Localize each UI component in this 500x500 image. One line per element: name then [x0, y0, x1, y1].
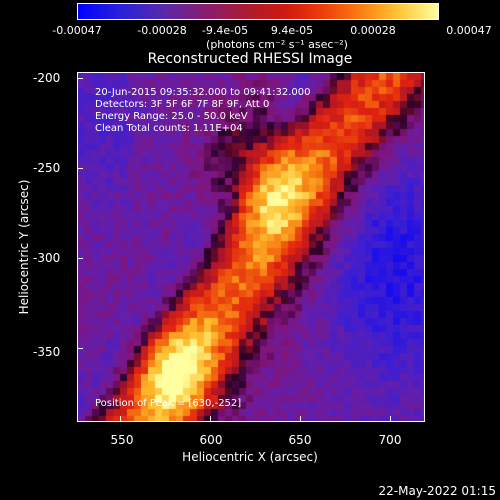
x-tick-label: 700 — [378, 433, 402, 447]
y-tick-label: -300 — [33, 251, 61, 265]
y-tick-label: -350 — [33, 345, 61, 359]
y-tick-label: -250 — [33, 161, 61, 175]
y-tick-label: -200 — [33, 71, 61, 85]
y-tick-mark — [77, 258, 83, 259]
time-range: 20-Jun-2015 09:35:32.000 to 09:41:32.000 — [95, 87, 311, 98]
detectors: Detectors: 3F 5F 6F 7F 8F 9F, Att 0 — [95, 99, 270, 110]
x-tick-mark — [300, 416, 301, 422]
y-tick-mark — [77, 348, 83, 349]
colorbar-tick: -0.00028 — [137, 24, 187, 37]
energy-range: Energy Range: 25.0 - 50.0 keV — [95, 111, 248, 122]
x-axis-label: Heliocentric X (arcsec) — [182, 450, 318, 464]
x-tick-mark — [210, 416, 211, 422]
colorbar — [77, 3, 439, 20]
colorbar-tick: 0.00028 — [350, 24, 396, 37]
image-plot — [77, 72, 425, 422]
colorbar-units: (photons cm⁻² s⁻¹ asec⁻²) — [206, 38, 348, 51]
y-tick-mark — [77, 78, 83, 79]
timestamp: 22-May-2022 01:15 — [378, 484, 496, 498]
plot-title: Reconstructed RHESSI Image — [147, 51, 353, 67]
colorbar-tick: 0.00047 — [446, 24, 492, 37]
x-tick-label: 550 — [110, 433, 134, 447]
clean-counts: Clean Total counts: 1.11E+04 — [95, 123, 243, 134]
y-tick-mark — [77, 168, 83, 169]
y-axis-label: Heliocentric Y (arcsec) — [17, 179, 31, 315]
x-tick-label: 650 — [288, 433, 312, 447]
x-tick-mark — [390, 416, 391, 422]
colorbar-tick: -0.00047 — [52, 24, 102, 37]
x-tick-mark — [120, 416, 121, 422]
rhessi-image — [78, 73, 424, 421]
colorbar-tick: -9.4e-05 — [201, 24, 249, 37]
x-tick-label: 600 — [199, 433, 223, 447]
colorbar-tick: 9.4e-05 — [270, 24, 314, 37]
peak-position: Position of Peak = [630,-252] — [95, 398, 242, 409]
